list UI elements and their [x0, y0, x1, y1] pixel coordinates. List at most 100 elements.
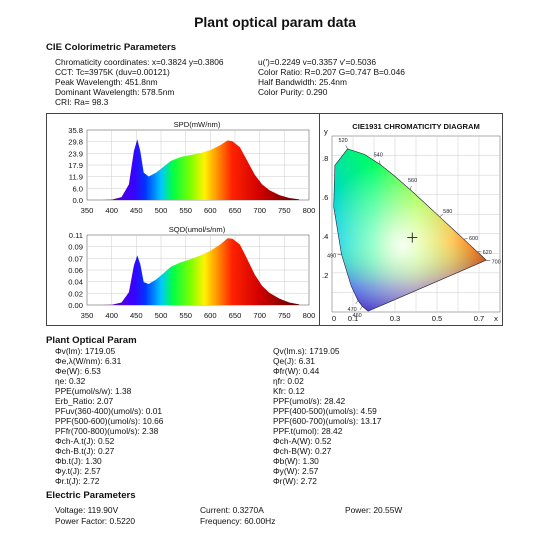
- wavelength-tick: [410, 185, 412, 190]
- spd-xtick: 500: [155, 206, 168, 215]
- spd-y-ticks: 35.8 29.8 23.9 17.9 11.9 6.0 0.0: [68, 126, 83, 205]
- peak-wavelength-text: Peak Wavelength: 451.8nm: [55, 77, 158, 87]
- sqd-xtick: 750: [278, 311, 291, 320]
- spd-xtick: 650: [229, 206, 242, 215]
- spd-xtick: 600: [204, 206, 217, 215]
- wavelength-label: 600: [469, 236, 478, 242]
- wavelength-label: 520: [339, 138, 348, 144]
- cie-ytick: .4: [322, 232, 328, 241]
- plant-param-row: Φch-A(W): 0.52: [273, 436, 332, 446]
- chromaticity-point-marker: [407, 232, 418, 243]
- plant-param-row: ηfr: 0.02: [273, 376, 304, 386]
- plant-param-row: Φch-B.t(J): 0.27: [55, 446, 115, 456]
- cie-left-block: Chromaticity coordinates: x=0.3824 y=0.3…: [55, 57, 224, 107]
- sqd-xtick: 500: [155, 311, 168, 320]
- current-text: Current: 0.3270A: [200, 505, 264, 515]
- spd-ytick: 17.9: [68, 161, 83, 170]
- wavelength-tick: [486, 259, 491, 261]
- spd-xtick: 700: [253, 206, 266, 215]
- cct-text: CCT: Tc=3975K (duv=0.00121): [55, 67, 170, 77]
- plant-param-row: Φe(W): 6.53: [55, 366, 101, 376]
- plant-param-row: Φch-A.t(J): 0.52: [55, 436, 115, 446]
- wavelength-tick: [359, 306, 363, 310]
- cie-xtick: 0.7: [474, 314, 485, 323]
- sqd-xtick: 650: [229, 311, 242, 320]
- electric-section-heading: Electric Parameters: [46, 490, 136, 501]
- plant-param-row: Φfr(W): 0.44: [273, 366, 320, 376]
- plant-param-row: Erb_Ratio: 2.07: [55, 396, 114, 406]
- sqd-ytick: 0.07: [68, 254, 83, 263]
- half-bandwidth-text: Half Bandwidth: 25.4nm: [258, 77, 347, 87]
- color-purity-text: Color Purity: 0.290: [258, 87, 328, 97]
- spd-xtick: 400: [105, 206, 118, 215]
- sqd-ytick: 0.00: [68, 301, 83, 310]
- spd-xtick: 800: [303, 206, 316, 215]
- sqd-ytick: 0.09: [68, 243, 83, 252]
- wavelength-label: 490: [327, 254, 336, 260]
- spd-ytick: 6.0: [72, 184, 83, 193]
- sqd-xtick: 800: [303, 311, 316, 320]
- frequency-text: Frequency: 60.00Hz: [200, 516, 276, 526]
- cie-ytick: .6: [322, 193, 328, 202]
- spd-xtick: 750: [278, 206, 291, 215]
- wavelength-tick: [439, 214, 444, 218]
- cie-diagram-panel: CIE1931 CHROMATICITY DIAGRAM y 520 540 560…: [319, 113, 503, 326]
- sqd-xtick: 550: [179, 311, 192, 320]
- wavelength-label: 470: [348, 307, 357, 313]
- sqd-y-ticks: 0.11 0.09 0.07 0.06 0.04 0.02 0.00: [68, 231, 83, 310]
- spd-ytick: 11.9: [69, 173, 83, 182]
- wavelength-label: 620: [483, 250, 492, 256]
- plant-param-row: Φr(W): 2.72: [273, 476, 317, 486]
- spd-xtick: 550: [179, 206, 192, 215]
- cie-x-axis-label: x: [494, 314, 498, 323]
- spd-chart-title: SPD(mW/nm): [174, 120, 221, 129]
- cri-text: CRI: Ra= 98.3: [55, 97, 109, 107]
- plant-section-heading: Plant Optical Param: [46, 335, 137, 346]
- plant-param-row: Qv(lm.s): 1719.05: [273, 346, 340, 356]
- plant-param-row: Kfr: 0.12: [273, 386, 305, 396]
- plant-param-row: Φb(W): 1.30: [273, 456, 319, 466]
- sqd-ytick: 0.02: [68, 289, 83, 298]
- spd-ytick: 35.8: [68, 126, 83, 135]
- cie-x-ticks: 0 0.1 0.3 0.5 0.7 x: [332, 314, 498, 323]
- sqd-xtick: 600: [204, 311, 217, 320]
- power-factor-text: Power Factor: 0.5220: [55, 516, 136, 526]
- plant-param-row: Φb.t(J): 1.30: [55, 456, 102, 466]
- spd-xtick: 450: [130, 206, 143, 215]
- cie-y-axis-label: y: [324, 127, 328, 136]
- plant-param-row: Φy.t(J): 2.57: [55, 466, 101, 476]
- power-text: Power: 20.55W: [345, 505, 403, 515]
- plant-param-row: PPE(umol/s/w): 1.38: [55, 386, 132, 396]
- cie-diagram-svg: CIE1931 CHROMATICITY DIAGRAM y 520 540 560…: [322, 122, 501, 323]
- chromaticity-text: Chromaticity coordinates: x=0.3824 y=0.3…: [55, 57, 224, 67]
- plant-param-row: PFfr(700-800)(umol/s): 2.38: [55, 426, 159, 436]
- plant-param-row: PFuv(360-400)(umol/s): 0.01: [55, 406, 163, 416]
- sqd-xtick: 700: [253, 311, 266, 320]
- sqd-xtick: 450: [130, 311, 143, 320]
- plant-param-row: Φe,λ(W/nm): 6.31: [55, 356, 122, 366]
- wavelength-tick: [345, 145, 348, 150]
- cie-xtick: 0.3: [390, 314, 401, 323]
- spd-area: [101, 139, 300, 200]
- wavelength-label: 560: [408, 178, 417, 184]
- plant-param-row: Φch-B(W): 0.27: [273, 446, 332, 456]
- sqd-ytick: 0.06: [68, 266, 83, 275]
- wavelength-tick: [379, 160, 381, 165]
- wavelength-label: 540: [374, 153, 383, 159]
- plant-param-row: PPF(400-500)(umol/s): 4.59: [273, 406, 377, 416]
- cie-ytick: .2: [322, 271, 328, 280]
- spd-xtick: 350: [81, 206, 94, 215]
- cie-y-ticks: .8 .6 .4 .2: [322, 154, 328, 280]
- plant-left-column: Φv(lm): 1719.05 Φe,λ(W/nm): 6.31 Φe(W): …: [55, 346, 163, 486]
- sqd-x-ticks: 350 400 450 500 550 600 650 700 750 800: [81, 311, 316, 320]
- spectrum-panel: SPD(mW/nm) 35.8 29.8 23.9 17.9 11.9 6.0 …: [46, 113, 320, 326]
- cie-xtick: 0.1: [348, 314, 359, 323]
- cie-right-block: u(')=0.2249 v=0.3357 v'=0.5036 Color Rat…: [258, 57, 405, 97]
- plant-param-row: PPF.t(umol): 28.42: [273, 426, 343, 436]
- plant-param-row: PPF(600-700)(umol/s): 13.17: [273, 416, 382, 426]
- cie-xtick: 0: [332, 314, 336, 323]
- wavelength-tick: [355, 300, 359, 305]
- spd-ytick: 29.8: [68, 138, 83, 147]
- plant-param-row: ηe: 0.32: [55, 376, 86, 386]
